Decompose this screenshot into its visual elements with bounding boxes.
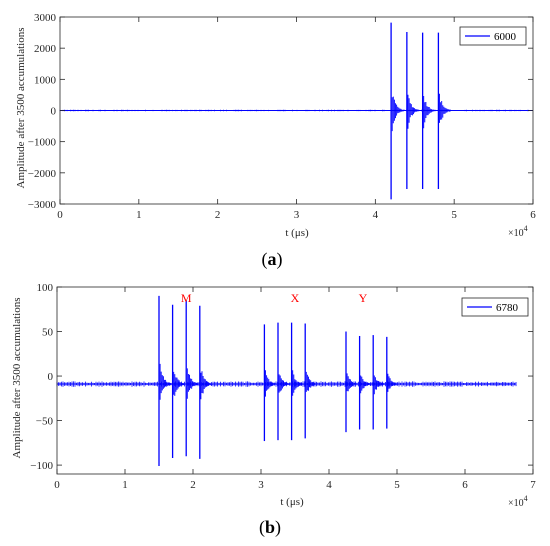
x-tick-label: 3 [294,209,300,221]
panel-a-chart: Amplitude after 3500 accumulations t (μs… [15,12,536,270]
burst-ringing [391,96,407,132]
x-tick-label: 1 [122,479,128,491]
burst-1 [171,304,189,458]
legend-entry: 6000 [494,31,517,43]
y-tick-label: 1000 [34,74,57,86]
burst-3 [406,31,423,190]
burst-11 [386,336,403,429]
x-tick-label: 0 [54,479,60,491]
panel-a-label: (a) [262,249,283,270]
burst-5 [437,32,455,190]
x-tick-label: 2 [215,209,221,221]
burst-ringing [407,94,423,129]
burst-4 [263,324,281,442]
panel-a-legend: 6000 [459,26,527,46]
panel-b-axes-box [56,286,534,475]
x-tick-label: 7 [530,479,536,491]
y-tick-label: −100 [30,460,53,472]
y-tick-label: 3000 [34,12,57,24]
y-tick-label: 0 [48,371,54,383]
y-tick-label: −3000 [28,199,57,211]
x-tick-label: 6 [530,209,536,221]
panel-b-x-exponent: ×104 [508,494,528,509]
panel-a-ylabel: Amplitude after 3500 accumulations [15,28,27,189]
x-tick-label: 0 [57,209,63,221]
burst-ringing [200,371,216,400]
x-tick-label: 2 [190,479,196,491]
panel-b-series-0 [56,295,517,466]
burst-7 [304,323,322,439]
burst-9 [358,335,376,430]
burst-3 [199,305,216,459]
y-tick-label: −50 [36,416,54,428]
burst-ringing [387,373,403,392]
legend-box [459,26,527,46]
y-tick-label: 2000 [34,43,57,55]
panel-a-xlabel: t (μs) [285,227,309,239]
x-tick-label: 4 [373,209,379,221]
x-tick-label: 6 [462,479,468,491]
annotation-x: X [291,291,300,305]
panel-a-series-0 [59,22,533,200]
y-tick-label: 0 [51,106,57,118]
y-tick-label: 50 [42,327,54,339]
annotation-m: M [181,291,192,305]
panel-b-legend: 6780 [461,297,529,317]
panel-b-xlabel: t (μs) [280,496,304,508]
panel-b-chart: Amplitude after 3500 accumulations t (μs… [11,282,536,538]
annotation-y: Y [359,291,368,305]
burst-ringing [439,93,455,123]
burst-ringing [423,96,439,129]
x-tick-label: 4 [326,479,332,491]
x-tick-label: 5 [394,479,400,491]
y-tick-label: 100 [37,282,54,294]
legend-box [461,297,529,317]
panel-b-label: (b) [259,517,281,538]
y-tick-label: −2000 [28,168,57,180]
burst-2 [390,22,407,200]
x-tick-label: 1 [136,209,142,221]
panel-a-x-exponent: ×104 [508,224,528,239]
burst-6 [290,322,308,441]
burst-4 [421,32,439,190]
panel-b-ylabel: Amplitude after 3500 accumulations [11,298,23,459]
legend-entry: 6780 [496,302,519,314]
burst-ringing [305,371,322,392]
x-tick-label: 5 [451,209,457,221]
x-tick-label: 3 [258,479,264,491]
y-tick-label: −1000 [28,137,57,149]
